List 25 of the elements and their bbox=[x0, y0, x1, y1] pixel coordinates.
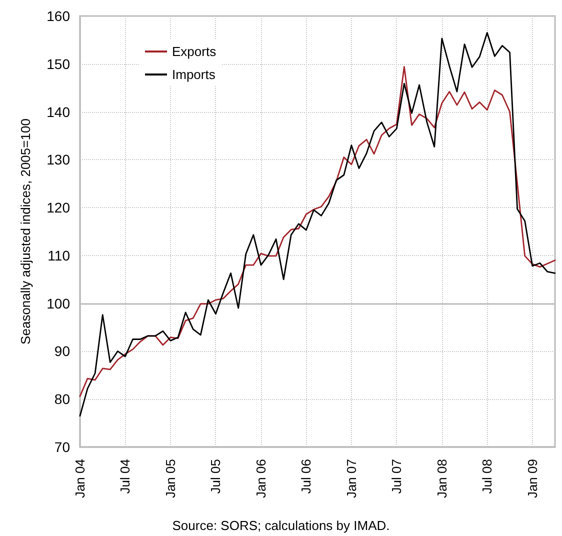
y-tick-label: 140 bbox=[46, 104, 70, 120]
legend-label: Exports bbox=[172, 44, 217, 59]
x-tick-label: Jul 05 bbox=[208, 459, 224, 494]
x-tick-label: Jan 05 bbox=[162, 459, 178, 498]
legend-label: Imports bbox=[172, 67, 216, 82]
y-tick-label: 100 bbox=[46, 295, 70, 312]
x-tick-label: Jan 06 bbox=[253, 459, 268, 498]
x-tick-label: Jul 04 bbox=[118, 459, 133, 494]
y-axis-title: Seasonally adjusted indices, 2005=100 bbox=[18, 118, 33, 344]
x-tick-label: Jan 04 bbox=[72, 459, 88, 498]
source-note: Source: SORS; calculations by IMAD. bbox=[172, 518, 390, 533]
y-tick-label: 110 bbox=[48, 247, 70, 264]
x-tick-label: Jan 07 bbox=[344, 459, 359, 498]
y-tick-label: 80 bbox=[54, 391, 70, 408]
y-tick-label: 150 bbox=[46, 56, 70, 72]
x-tick-label: Jul 08 bbox=[480, 459, 495, 494]
x-tick-label: Jul 06 bbox=[298, 459, 314, 494]
y-tick-label: 90 bbox=[54, 343, 70, 360]
y-tick-label: 130 bbox=[46, 152, 70, 168]
y-tick-label: 70 bbox=[54, 439, 70, 455]
x-tick-label: Jan 09 bbox=[524, 459, 540, 498]
y-tick-label: 120 bbox=[46, 200, 70, 216]
y-tick-label: 160 bbox=[46, 8, 70, 24]
x-tick-label: Jul 07 bbox=[389, 459, 404, 494]
x-tick-label: Jan 08 bbox=[434, 459, 450, 498]
